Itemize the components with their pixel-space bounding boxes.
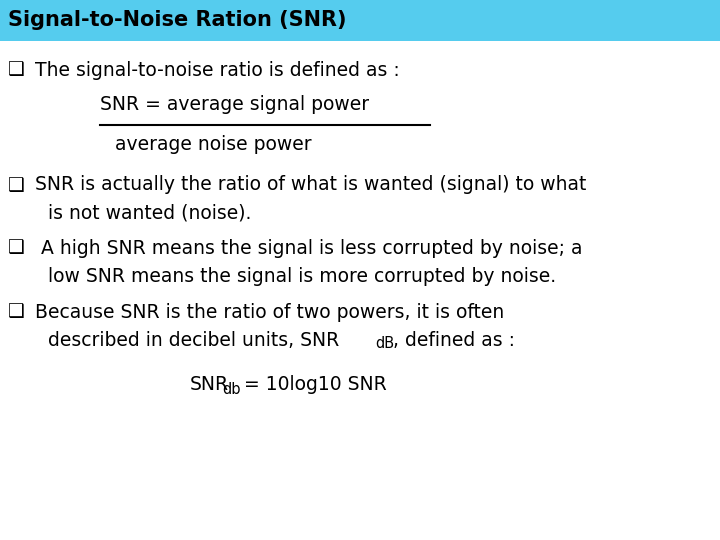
Bar	[0, 0, 720, 40]
Text: , defined as :: , defined as :	[393, 330, 515, 349]
Text: ❑: ❑	[8, 302, 24, 321]
Text: = 10log10 SNR: = 10log10 SNR	[238, 375, 387, 395]
Text: dB: dB	[375, 336, 394, 352]
Text: A high SNR means the signal is less corrupted by noise; a: A high SNR means the signal is less corr…	[35, 239, 582, 258]
Text: average noise power: average noise power	[115, 136, 312, 154]
Text: is not wanted (noise).: is not wanted (noise).	[48, 204, 251, 222]
Text: described in decibel units, SNR: described in decibel units, SNR	[48, 330, 339, 349]
Text: Because SNR is the ratio of two powers, it is often: Because SNR is the ratio of two powers, …	[35, 302, 504, 321]
Text: ❑: ❑	[8, 60, 24, 79]
Text: The signal-to-noise ratio is defined as :: The signal-to-noise ratio is defined as …	[35, 60, 400, 79]
Text: low SNR means the signal is more corrupted by noise.: low SNR means the signal is more corrupt…	[48, 267, 556, 286]
Text: SNR = average signal power: SNR = average signal power	[100, 96, 369, 114]
Text: db: db	[222, 381, 240, 396]
Text: SNR is actually the ratio of what is wanted (signal) to what: SNR is actually the ratio of what is wan…	[35, 176, 586, 194]
Text: SNR: SNR	[190, 375, 229, 395]
Text: ❑: ❑	[8, 176, 24, 194]
Text: ❑: ❑	[8, 239, 24, 258]
Text: Signal-to-Noise Ration (SNR): Signal-to-Noise Ration (SNR)	[8, 10, 346, 30]
